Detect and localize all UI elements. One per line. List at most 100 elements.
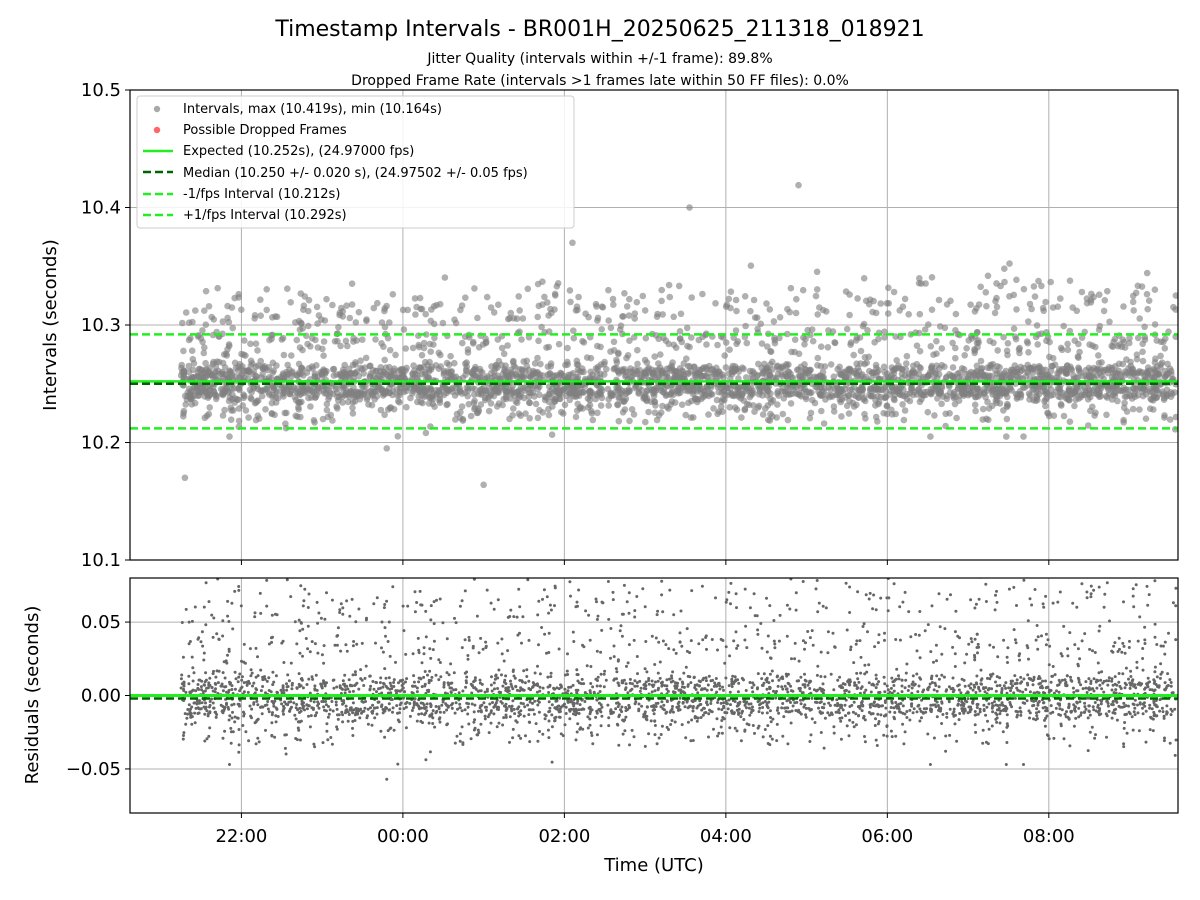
- interval-point: [321, 389, 328, 397]
- residual-point: [902, 742, 906, 746]
- interval-point: [418, 392, 425, 400]
- residual-point: [709, 699, 713, 702]
- interval-point: [670, 341, 678, 349]
- interval-point: [774, 390, 781, 397]
- interval-point: [899, 401, 906, 408]
- interval-point: [462, 294, 469, 302]
- residual-point: [765, 703, 769, 707]
- interval-point: [252, 399, 260, 406]
- interval-point: [1001, 278, 1008, 286]
- residual-point: [345, 649, 349, 653]
- residual-point: [386, 640, 390, 643]
- interval-point: [973, 362, 981, 370]
- residual-point: [817, 601, 821, 605]
- interval-point: [993, 280, 1000, 287]
- interval-point: [280, 388, 288, 395]
- residual-point: [324, 700, 328, 703]
- interval-point: [787, 400, 795, 407]
- interval-point: [534, 370, 541, 377]
- residual-point: [908, 708, 912, 712]
- residual-point: [1150, 707, 1154, 711]
- residual-point: [294, 717, 298, 721]
- residual-point: [483, 690, 487, 694]
- interval-point: [853, 334, 861, 342]
- interval-point: [532, 400, 540, 408]
- interval-point: [534, 385, 542, 393]
- residual-point: [993, 700, 996, 704]
- interval-point: [683, 324, 691, 332]
- interval-point: [424, 374, 431, 381]
- residual-point: [751, 705, 754, 709]
- residual-point: [650, 634, 654, 638]
- residual-point: [183, 712, 187, 716]
- interval-point: [323, 295, 330, 303]
- interval-point: [323, 406, 331, 414]
- interval-point: [485, 407, 493, 415]
- interval-point: [519, 315, 527, 322]
- residual-point: [940, 722, 944, 725]
- residual-point: [647, 677, 651, 680]
- residual-point: [323, 617, 327, 621]
- residual-point: [228, 714, 232, 718]
- residual-point: [627, 591, 631, 595]
- interval-point: [574, 366, 582, 374]
- residual-point: [261, 685, 265, 688]
- interval-point: [430, 320, 438, 328]
- residual-point: [187, 620, 191, 624]
- interval-point: [570, 327, 577, 335]
- interval-point: [589, 416, 597, 424]
- interval-point: [631, 310, 639, 317]
- interval-point: [378, 319, 386, 326]
- legend-item-plus: +1/fps Interval (10.292s): [143, 208, 347, 223]
- residual-point: [1131, 587, 1135, 591]
- interval-point: [1101, 297, 1109, 304]
- residual-point: [547, 691, 551, 694]
- residual-point: [413, 590, 417, 594]
- interval-point: [946, 410, 953, 417]
- interval-point: [1017, 363, 1024, 371]
- interval-point: [994, 347, 1001, 354]
- residual-point: [698, 680, 702, 684]
- interval-point: [374, 299, 381, 307]
- interval-point: [979, 405, 987, 413]
- residual-point: [338, 611, 342, 614]
- interval-point: [1049, 391, 1057, 399]
- interval-point: [479, 341, 487, 348]
- interval-point: [1172, 413, 1178, 421]
- interval-point: [1035, 277, 1042, 285]
- interval-point: [836, 396, 844, 404]
- legend: Intervals, max (10.419s), min (10.164s) …: [136, 95, 575, 229]
- residual-point: [859, 671, 863, 675]
- interval-point: [1161, 345, 1169, 352]
- residual-point: [453, 741, 457, 745]
- interval-point: [613, 359, 621, 366]
- interval-point: [288, 352, 295, 359]
- residual-point: [661, 610, 665, 614]
- interval-point: [261, 363, 268, 370]
- interval-point: [824, 344, 832, 351]
- interval-point: [783, 361, 790, 368]
- interval-point: [386, 389, 394, 397]
- residual-point: [375, 596, 379, 600]
- interval-point: [991, 309, 999, 317]
- residual-point: [1100, 670, 1104, 674]
- interval-point: [1114, 342, 1122, 350]
- interval-point: [930, 351, 937, 359]
- interval-point: [1060, 412, 1068, 420]
- interval-point: [927, 388, 934, 396]
- residual-point: [951, 676, 955, 680]
- interval-point: [727, 288, 735, 296]
- residual-point: [289, 595, 293, 599]
- residual-point: [430, 675, 434, 679]
- residual-point: [1085, 596, 1089, 600]
- residual-point: [829, 672, 833, 676]
- interval-point: [862, 415, 869, 422]
- residual-point: [550, 713, 554, 717]
- interval-point: [1046, 353, 1053, 361]
- residual-point: [1014, 641, 1018, 645]
- interval-point: [792, 309, 800, 317]
- residual-point: [265, 604, 269, 608]
- residual-point: [847, 690, 851, 694]
- interval-point: [327, 411, 335, 419]
- residual-point: [392, 728, 396, 732]
